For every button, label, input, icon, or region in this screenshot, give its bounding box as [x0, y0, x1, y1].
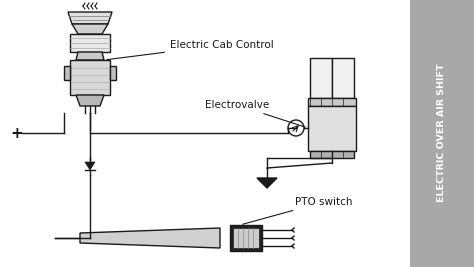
Bar [70, 34, 110, 52]
Bar [70, 60, 110, 95]
Polygon shape [68, 12, 112, 24]
Text: Electrovalve: Electrovalve [205, 100, 305, 127]
Text: +: + [10, 125, 23, 140]
Polygon shape [72, 24, 108, 34]
Bar [310, 58, 332, 98]
Text: Electric Cab Control: Electric Cab Control [107, 40, 274, 60]
Bar [230, 225, 262, 251]
Bar [310, 151, 354, 158]
Polygon shape [80, 228, 220, 248]
Polygon shape [76, 95, 104, 106]
Text: ELECTRIC OVER AIR SHIFT: ELECTRIC OVER AIR SHIFT [438, 64, 447, 202]
Bar [332, 58, 354, 98]
Bar [410, 0, 474, 267]
Bar [308, 98, 356, 106]
Polygon shape [85, 162, 95, 170]
Bar [308, 106, 356, 151]
Bar [64, 66, 70, 80]
Polygon shape [76, 52, 104, 60]
Bar [110, 66, 116, 80]
Bar [233, 228, 259, 248]
Text: PTO switch: PTO switch [243, 197, 353, 224]
Polygon shape [257, 178, 277, 188]
Circle shape [288, 120, 304, 136]
